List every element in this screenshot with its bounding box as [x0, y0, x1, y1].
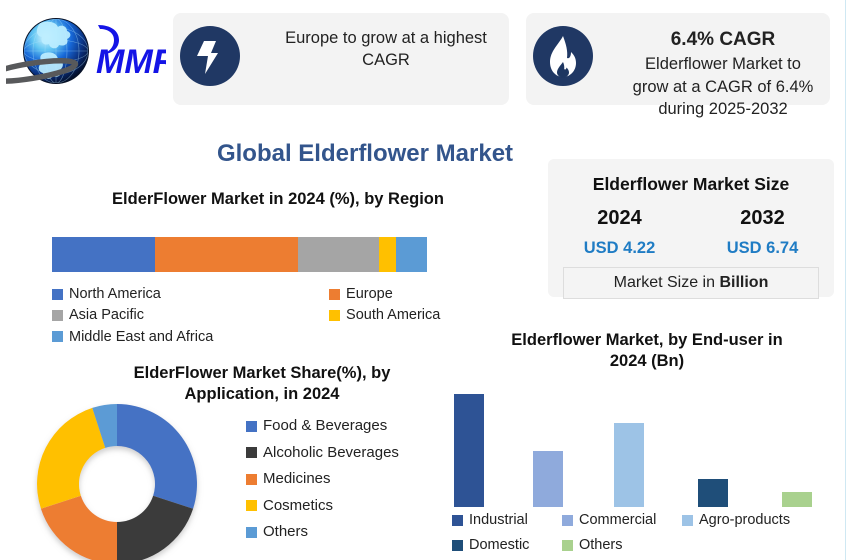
svg-text:MMR: MMR [96, 43, 166, 81]
